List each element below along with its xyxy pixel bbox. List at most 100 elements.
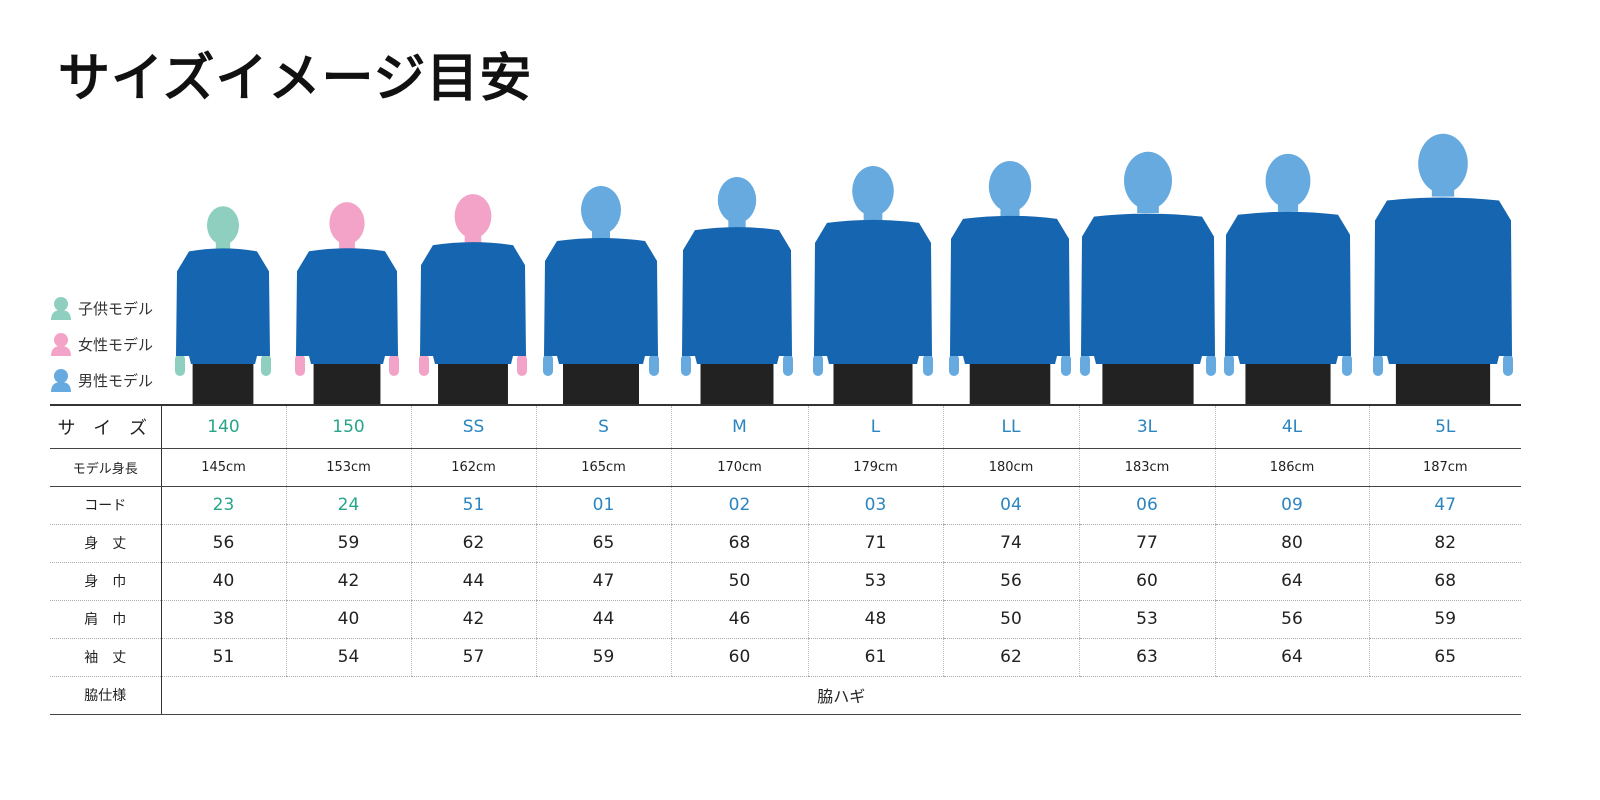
hand-silhouette bbox=[813, 354, 823, 376]
table-cell: L bbox=[807, 405, 943, 449]
table-cell: 44 bbox=[410, 562, 536, 601]
long-sleeve-shirt bbox=[544, 238, 658, 364]
table-cell: 42 bbox=[410, 600, 536, 639]
table-cell: 165cm bbox=[535, 448, 671, 487]
table-cell: 62 bbox=[942, 638, 1079, 677]
table-cell: LL bbox=[942, 405, 1079, 449]
table-cell: 80 bbox=[1214, 524, 1369, 563]
table-cell: 57 bbox=[410, 638, 536, 677]
hand-silhouette bbox=[1342, 354, 1352, 376]
shorts bbox=[438, 362, 508, 404]
table-cell: 40 bbox=[285, 600, 411, 639]
head-silhouette bbox=[717, 177, 757, 224]
hand-silhouette bbox=[543, 354, 553, 376]
table-cell: 65 bbox=[1368, 638, 1521, 677]
shorts bbox=[700, 362, 774, 404]
model-figures bbox=[175, 133, 1513, 404]
table-cell: 82 bbox=[1368, 524, 1521, 563]
table-cell: 64 bbox=[1214, 562, 1369, 601]
hand-silhouette bbox=[681, 354, 691, 376]
long-sleeve-shirt bbox=[682, 227, 792, 364]
table-cell: 40 bbox=[160, 562, 286, 601]
table-cell: 179cm bbox=[807, 448, 943, 487]
shorts bbox=[969, 362, 1051, 404]
hand-silhouette bbox=[1061, 354, 1071, 376]
long-sleeve-shirt bbox=[420, 242, 526, 364]
person-icon bbox=[51, 297, 71, 320]
table-cell: 06 bbox=[1078, 486, 1215, 525]
hand-silhouette bbox=[923, 354, 933, 376]
table-cell: 01 bbox=[535, 486, 671, 525]
hand-silhouette bbox=[649, 354, 659, 376]
head-silhouette bbox=[988, 160, 1032, 212]
shorts bbox=[563, 362, 639, 404]
table-row: 身 丈 56 59 62 65 68 71 74 77 80 82 bbox=[50, 524, 1521, 563]
table-cell: 145cm bbox=[160, 448, 286, 487]
shorts bbox=[313, 362, 381, 404]
shorts bbox=[1245, 362, 1331, 404]
head-silhouette bbox=[1124, 151, 1172, 210]
table-cell: 23 bbox=[160, 486, 286, 525]
table-cell: 183cm bbox=[1078, 448, 1215, 487]
table-cell: 42 bbox=[285, 562, 411, 601]
table-cell: 50 bbox=[942, 600, 1079, 639]
table-cell: 53 bbox=[1078, 600, 1215, 639]
head-silhouette bbox=[454, 194, 492, 239]
table-cell: 09 bbox=[1214, 486, 1369, 525]
person-icon bbox=[51, 333, 71, 356]
legend-label: 子供モデル bbox=[78, 299, 154, 318]
hand-silhouette bbox=[389, 354, 399, 376]
table-cell: 140 bbox=[160, 405, 286, 449]
table-cell: 77 bbox=[1078, 524, 1215, 563]
head-silhouette bbox=[852, 165, 894, 216]
neck-silhouette bbox=[728, 216, 746, 229]
table-cell: 56 bbox=[942, 562, 1079, 601]
row-label: モデル身長 bbox=[50, 448, 162, 487]
shorts bbox=[833, 362, 913, 404]
table-cell: 180cm bbox=[942, 448, 1079, 487]
hand-silhouette bbox=[1080, 354, 1090, 376]
hand-silhouette bbox=[949, 354, 959, 376]
table-cell: 186cm bbox=[1214, 448, 1369, 487]
table-cell: 153cm bbox=[285, 448, 411, 487]
long-sleeve-shirt bbox=[1225, 211, 1351, 364]
table-cell: 59 bbox=[1368, 600, 1521, 639]
table-cell: 4L bbox=[1214, 405, 1369, 449]
table-cell: 47 bbox=[1368, 486, 1521, 525]
table-cell: 3L bbox=[1078, 405, 1215, 449]
shorts bbox=[1102, 362, 1194, 404]
hand-silhouette bbox=[261, 354, 271, 376]
long-sleeve-shirt bbox=[1374, 197, 1512, 364]
neck-silhouette bbox=[1431, 184, 1455, 197]
person-icon bbox=[51, 369, 71, 392]
head-silhouette bbox=[1418, 133, 1468, 194]
hand-silhouette bbox=[517, 354, 527, 376]
table-cell: SS bbox=[410, 405, 536, 449]
legend-label: 男性モデル bbox=[78, 371, 154, 390]
table-cell: 56 bbox=[160, 524, 286, 563]
table-cell: 51 bbox=[410, 486, 536, 525]
table-cell: 46 bbox=[670, 600, 808, 639]
table-cell: 71 bbox=[807, 524, 943, 563]
table-cell: 51 bbox=[160, 638, 286, 677]
neck-silhouette bbox=[339, 238, 355, 251]
table-cell: 59 bbox=[535, 638, 671, 677]
long-sleeve-shirt bbox=[176, 248, 270, 364]
table-cell: 24 bbox=[285, 486, 411, 525]
table-cell: 63 bbox=[1078, 638, 1215, 677]
table-cell: 47 bbox=[535, 562, 671, 601]
table-cell: M bbox=[670, 405, 808, 449]
table-cell: 48 bbox=[807, 600, 943, 639]
table-cell: 04 bbox=[942, 486, 1079, 525]
table-cell: 60 bbox=[670, 638, 808, 677]
row-label: 脇仕様 bbox=[50, 676, 162, 715]
row-label: 身 丈 bbox=[50, 524, 162, 563]
head-silhouette bbox=[329, 202, 365, 245]
row-label: コード bbox=[50, 486, 162, 525]
long-sleeve-shirt bbox=[950, 215, 1070, 364]
neck-silhouette bbox=[1000, 204, 1020, 217]
neck-silhouette bbox=[1277, 199, 1299, 212]
head-silhouette bbox=[207, 206, 239, 245]
table-row: サ イ ズ 140 150 SS S M L LL 3L 4L 5L bbox=[50, 405, 1521, 449]
table-row: コード 23 24 51 01 02 03 04 06 09 47 bbox=[50, 486, 1521, 525]
